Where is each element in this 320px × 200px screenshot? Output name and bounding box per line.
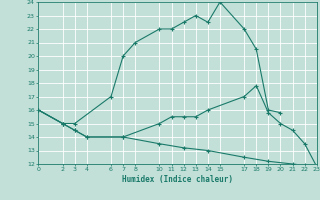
X-axis label: Humidex (Indice chaleur): Humidex (Indice chaleur) — [122, 175, 233, 184]
